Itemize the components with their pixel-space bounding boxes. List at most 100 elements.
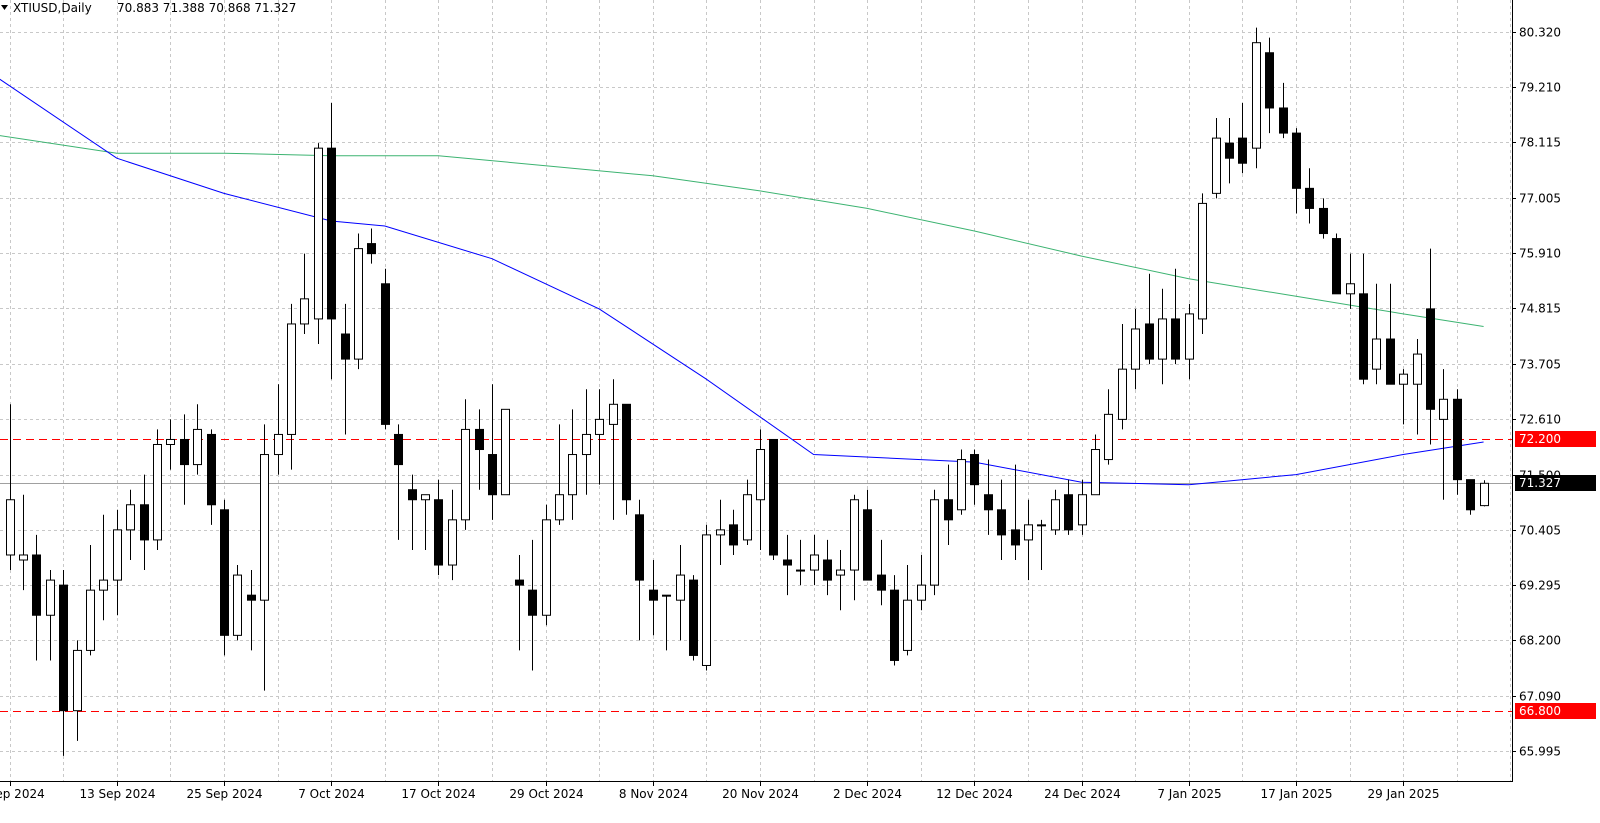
candle [649,560,658,636]
moving-averages [0,78,1484,486]
candle [32,534,41,661]
x-tick-label: 25 Sep 2024 [186,787,262,801]
candle-body [1238,137,1247,164]
candle-body [702,534,711,666]
candle-body [622,403,631,501]
candle-body [220,509,229,636]
candle [166,419,175,470]
candle [1198,193,1207,334]
candle [408,474,417,550]
candle [1265,37,1274,134]
candle [434,479,443,576]
candle-body [783,559,792,566]
candle [1399,369,1408,425]
y-tick-label: 69.295 [1519,579,1561,593]
candle-body [19,554,28,561]
candle-body [796,569,805,572]
candle [1386,283,1395,385]
candle-body [769,438,778,556]
x-tick-label: 5 Sep 2024 [0,787,45,801]
candle-body [327,147,336,320]
candle-body [1426,308,1435,410]
candle-body [381,283,390,425]
candle [716,499,725,566]
candle [595,389,604,485]
candle-body [823,559,832,581]
candle [662,594,671,651]
candle [394,424,403,540]
candle-body [1212,137,1221,194]
candle-body [930,499,939,586]
candle-body [367,243,376,255]
y-tick-label: 65.995 [1519,745,1561,759]
candle-body [1386,338,1395,385]
candle-body [461,428,470,521]
candle-body [609,403,618,425]
candle [1453,389,1462,495]
candle [1091,434,1100,496]
candle-body [153,443,162,541]
candle-body [595,418,604,435]
y-tick-label: 70.405 [1519,524,1561,538]
candle-body [1051,499,1060,531]
candle [836,549,845,611]
candle [488,384,497,520]
candle-body [1332,238,1341,295]
candle [756,429,765,550]
candle-body [555,494,564,521]
candle [796,539,805,586]
candle-body [287,323,296,435]
candle [1332,233,1341,295]
ohlc-values: 70.883 71.388 70.868 71.327 [117,1,296,15]
candle-body [729,524,738,546]
candle-body [501,408,510,496]
candle [113,509,122,616]
candle [180,414,189,505]
candle [501,408,510,496]
candle [609,379,618,520]
candle-body [1171,318,1180,360]
candle-body [716,529,725,536]
triangle-down-icon[interactable] [1,5,8,10]
candle [1037,519,1046,571]
candle-body [1104,413,1113,461]
candle [877,539,886,606]
x-tick-label: 20 Nov 2024 [722,787,799,801]
candle [461,399,470,530]
x-tick-label: 29 Oct 2024 [509,787,583,801]
candle-body [193,428,202,466]
candle [582,389,591,495]
candle [676,544,685,641]
candle-body [970,454,979,486]
candle-body [542,519,551,616]
candle [59,570,68,756]
candle [1118,323,1127,430]
level-price-badge-text: 66.800 [1519,704,1561,718]
candle [743,479,752,545]
candle-body [1225,142,1234,159]
candle [140,474,149,571]
candle-body [421,494,430,501]
candle [944,464,953,545]
candle-body [46,579,55,616]
candle [327,102,336,380]
candle [984,459,993,535]
x-tick-label: 12 Dec 2024 [936,787,1013,801]
candle-body [836,569,845,576]
candle-body [73,649,82,712]
candle [46,570,55,661]
candle-body [260,454,269,601]
candle-body [247,594,256,601]
candle-body [635,514,644,581]
candle-body [1466,479,1475,511]
candle [1078,479,1087,535]
candle-body [166,438,175,445]
candle [153,429,162,550]
candle [274,384,283,475]
candle-body [274,433,283,456]
candle [1359,253,1368,385]
candle-body [1480,482,1489,507]
candle [1305,168,1314,224]
candle [1413,339,1422,435]
